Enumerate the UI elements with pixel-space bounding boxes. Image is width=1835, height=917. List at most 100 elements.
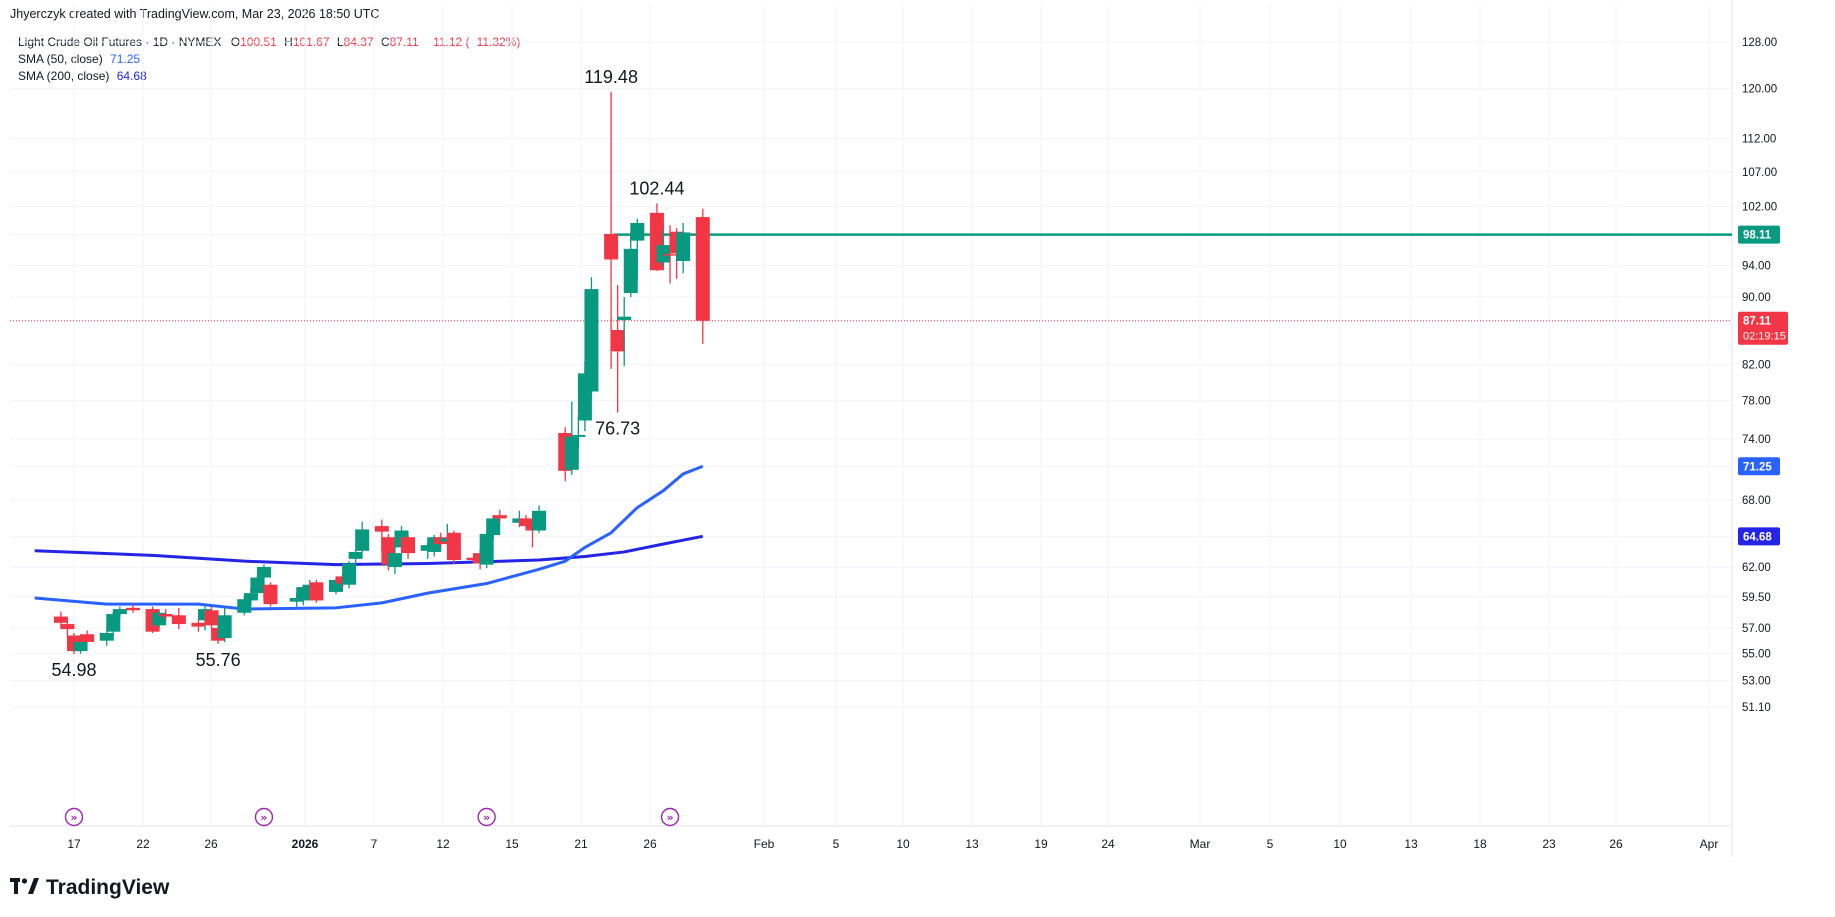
sma50-value: 71.25 — [110, 52, 141, 66]
countdown-label: 02:19:15 — [1743, 331, 1786, 343]
candle-body — [676, 232, 691, 261]
event-icon — [477, 807, 496, 827]
price-axis-label: 57.00 — [1742, 623, 1771, 635]
candle-body — [492, 515, 507, 519]
candle-body — [60, 624, 75, 630]
time-axis-label: 13 — [965, 837, 979, 851]
time-axis-label: 5 — [1267, 837, 1274, 851]
chart-legend: Light Crude Oil Futures · 1D · NYMEX O10… — [18, 34, 520, 85]
time-axis-label: 23 — [1542, 837, 1556, 851]
price-axis-label: 107.00 — [1742, 167, 1777, 179]
time-axis-label: 21 — [574, 837, 588, 851]
candle-body — [656, 245, 671, 263]
candle-body — [479, 533, 494, 565]
time-axis-label: 22 — [136, 837, 150, 851]
time-axis-label: 24 — [1101, 837, 1115, 851]
candle-body — [446, 532, 461, 560]
tradingview-logo[interactable]: TradingView — [10, 876, 169, 900]
price-annotation: 76.73 — [595, 419, 640, 439]
candle-body — [387, 553, 402, 567]
time-axis-label: 7 — [371, 837, 378, 851]
resistance-badge-bg — [1738, 225, 1780, 244]
candle-body — [171, 615, 186, 625]
tradingview-logo-icon — [10, 877, 40, 900]
price-annotation: 54.98 — [51, 660, 96, 680]
event-icon — [254, 807, 274, 827]
price-axis-label: 68.00 — [1742, 495, 1771, 507]
price-axis-label: 55.00 — [1742, 649, 1771, 661]
price-axis-label: 112.00 — [1742, 134, 1776, 146]
candle-body — [250, 577, 265, 594]
event-icon-glyph: » — [260, 811, 267, 824]
candle-body — [217, 615, 232, 639]
candle-body — [486, 518, 501, 535]
candle-body — [263, 584, 278, 605]
price-annotation: 102.44 — [629, 178, 684, 198]
candle-body — [518, 518, 533, 527]
candle-body — [604, 233, 619, 260]
price-axis-label: 120.00 — [1742, 84, 1777, 96]
price-axis-label: 53.00 — [1742, 676, 1771, 688]
candle-body — [99, 632, 114, 641]
candle-body — [663, 254, 678, 256]
price-chart[interactable]: 119.48 102.44 76.73 54.98 55.76 » » » » 51.10 53.0… — [0, 0, 1835, 870]
candle-body — [309, 582, 324, 601]
time-axis-label: 10 — [896, 837, 910, 851]
candle-body — [237, 599, 252, 613]
sma50-line — [34, 464, 704, 611]
resistance-badge: 98.11 — [1743, 230, 1772, 242]
event-icon-glyph: » — [70, 811, 77, 824]
event-icon — [64, 807, 84, 827]
time-axis-label: 26 — [1609, 837, 1623, 851]
sma200-value: 64.68 — [116, 69, 147, 83]
time-axis-label: 18 — [1473, 837, 1487, 851]
sma50-badge: 71.25 — [1743, 461, 1772, 473]
time-axis-label: 26 — [204, 837, 218, 851]
candle-body — [374, 526, 389, 532]
candle-body — [617, 316, 632, 320]
candle-body — [204, 610, 219, 626]
candle-body — [73, 641, 88, 652]
legend-sma50-row[interactable]: SMA (50, close) 71.25 — [18, 51, 520, 68]
time-axis-label: Apr — [1700, 837, 1719, 851]
price-axis-label: 62.00 — [1742, 562, 1771, 574]
sma200-badge: 64.68 — [1743, 531, 1772, 543]
price-axis-label: 102.00 — [1742, 201, 1777, 213]
sma50-label: SMA (50, close) — [18, 52, 103, 66]
candle-body — [112, 609, 127, 615]
time-axis-label: 5 — [833, 837, 840, 851]
candle-body — [256, 566, 271, 578]
candle-body — [106, 614, 121, 632]
last-price-badge-bg — [1738, 311, 1788, 345]
time-axis-label: 13 — [1404, 837, 1418, 851]
time-axis-label: Mar — [1190, 837, 1211, 851]
candle-body — [630, 222, 645, 241]
candle-body — [342, 563, 357, 585]
price-axis-label: 78.00 — [1742, 396, 1771, 408]
sma50-badge-bg — [1738, 457, 1780, 476]
price-annotation: 55.76 — [196, 650, 241, 670]
tradingview-brand: TradingView — [46, 876, 170, 899]
time-axis-label: Feb — [754, 837, 775, 851]
event-icon-glyph: » — [666, 811, 673, 824]
legend-sma200-row[interactable]: SMA (200, close) 64.68 — [18, 68, 520, 85]
candle-body — [125, 607, 140, 611]
candle-body — [158, 614, 173, 617]
candle-body — [564, 436, 579, 470]
candle-body — [53, 616, 68, 623]
candle-body — [623, 248, 638, 294]
candle-body — [348, 551, 363, 559]
time-axis-label: 15 — [505, 837, 519, 851]
event-icon — [660, 807, 680, 827]
time-axis-label: 19 — [1034, 837, 1048, 851]
candle-body — [610, 330, 625, 352]
sma200-badge-bg — [1738, 527, 1780, 546]
price-axis-label: 74.00 — [1742, 434, 1771, 446]
candle-body — [355, 529, 370, 551]
chart-attribution: Jhyerczyk created with TradingView.com, … — [10, 7, 380, 21]
time-axis-label: 12 — [436, 837, 450, 851]
price-annotation: 119.48 — [584, 67, 638, 87]
candle-body — [243, 593, 258, 601]
candle-body — [695, 217, 710, 321]
time-axis-label: 17 — [67, 837, 81, 851]
